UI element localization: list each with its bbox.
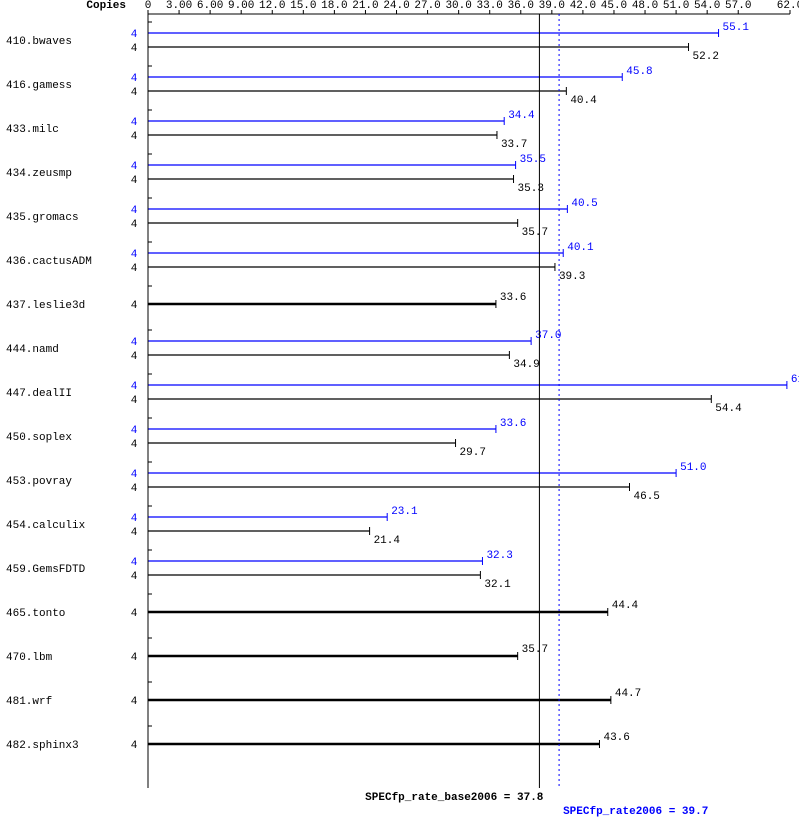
benchmark-name: 436.cactusADM <box>6 256 92 268</box>
peak-value-label: 35.5 <box>520 154 546 166</box>
copies-base: 4 <box>131 131 138 143</box>
x-tick-label: 12.0 <box>259 0 285 12</box>
ref-label-peak: SPECfp_rate2006 = 39.7 <box>563 806 708 818</box>
x-tick-label: 9.00 <box>228 0 254 12</box>
base-value-label: 44.7 <box>615 688 641 700</box>
peak-value-label: 23.1 <box>391 506 418 518</box>
x-tick-label: 48.0 <box>632 0 658 12</box>
benchmark-name: 465.tonto <box>6 608 65 620</box>
x-tick-label: 18.0 <box>321 0 347 12</box>
x-tick-label: 39.0 <box>539 0 565 12</box>
benchmark-name: 481.wrf <box>6 696 52 708</box>
x-tick-label: 62.0 <box>777 0 799 12</box>
copies-base: 4 <box>131 263 138 275</box>
base-value-label: 40.4 <box>570 95 597 107</box>
x-tick-label: 6.00 <box>197 0 223 12</box>
x-tick-label: 27.0 <box>414 0 440 12</box>
copies-peak: 4 <box>131 557 138 569</box>
benchmark-name: 433.milc <box>6 124 59 136</box>
x-tick-label: 54.0 <box>694 0 720 12</box>
base-value-label: 39.3 <box>559 271 585 283</box>
copies-peak: 4 <box>131 205 138 217</box>
copies-base: 4 <box>131 652 138 664</box>
peak-value-label: 55.1 <box>723 22 750 34</box>
copies-peak: 4 <box>131 73 138 85</box>
x-tick-label: 21.0 <box>352 0 378 12</box>
copies-peak: 4 <box>131 117 138 129</box>
copies-base: 4 <box>131 351 138 363</box>
peak-value-label: 61.7 <box>791 374 799 386</box>
copies-peak: 4 <box>131 337 138 349</box>
copies-header: Copies <box>86 0 126 12</box>
x-tick-label: 42.0 <box>570 0 596 12</box>
base-value-label: 29.7 <box>460 447 486 459</box>
benchmark-name: 437.leslie3d <box>6 300 85 312</box>
x-tick-label: 57.0 <box>725 0 751 12</box>
peak-value-label: 45.8 <box>626 66 652 78</box>
copies-base: 4 <box>131 483 138 495</box>
copies-base: 4 <box>131 43 138 55</box>
ref-label-base: SPECfp_rate_base2006 = 37.8 <box>365 792 544 804</box>
copies-base: 4 <box>131 439 138 451</box>
copies-peak: 4 <box>131 513 138 525</box>
base-value-label: 35.3 <box>518 183 544 195</box>
base-value-label: 35.7 <box>522 227 548 239</box>
benchmark-name: 450.soplex <box>6 432 72 444</box>
benchmark-name: 410.bwaves <box>6 36 72 48</box>
specfp-rate-chart: 0 3.00 6.00 9.00 12.0 15.0 18.0 21.0 24.0 27.0 30.… <box>0 0 799 831</box>
copies-base: 4 <box>131 300 138 312</box>
base-value-label: 46.5 <box>634 491 660 503</box>
copies-peak: 4 <box>131 161 138 173</box>
benchmark-name: 459.GemsFDTD <box>6 564 86 576</box>
benchmark-name: 470.lbm <box>6 652 53 664</box>
base-value-label: 34.9 <box>513 359 539 371</box>
peak-value-label: 33.6 <box>500 418 526 430</box>
x-tick-label: 36.0 <box>508 0 534 12</box>
copies-peak: 4 <box>131 249 138 261</box>
base-value-label: 21.4 <box>374 535 401 547</box>
copies-peak: 4 <box>131 425 138 437</box>
copies-base: 4 <box>131 571 138 583</box>
copies-peak: 4 <box>131 469 138 481</box>
copies-base: 4 <box>131 395 138 407</box>
peak-value-label: 32.3 <box>486 550 512 562</box>
copies-base: 4 <box>131 608 138 620</box>
benchmark-name: 453.povray <box>6 476 72 488</box>
peak-value-label: 51.0 <box>680 462 706 474</box>
base-value-label: 44.4 <box>612 600 639 612</box>
x-tick-label: 45.0 <box>601 0 627 12</box>
benchmark-name: 447.dealII <box>6 388 72 400</box>
benchmark-name: 482.sphinx3 <box>6 740 79 752</box>
x-tick-label: 15.0 <box>290 0 316 12</box>
base-value-label: 35.7 <box>522 644 548 656</box>
x-tick-label: 24.0 <box>383 0 409 12</box>
benchmark-name: 444.namd <box>6 344 59 356</box>
copies-base: 4 <box>131 740 138 752</box>
base-value-label: 33.7 <box>501 139 527 151</box>
copies-peak: 4 <box>131 381 138 393</box>
copies-base: 4 <box>131 175 138 187</box>
base-value-label: 32.1 <box>484 579 511 591</box>
benchmark-name: 454.calculix <box>6 520 86 532</box>
x-tick-label: 3.00 <box>166 0 192 12</box>
copies-base: 4 <box>131 696 138 708</box>
x-tick-label: 0 <box>145 0 152 12</box>
benchmark-name: 435.gromacs <box>6 212 79 224</box>
copies-peak: 4 <box>131 29 138 41</box>
peak-value-label: 40.1 <box>567 242 594 254</box>
base-value-label: 43.6 <box>603 732 629 744</box>
x-tick-label: 30.0 <box>445 0 471 12</box>
peak-value-label: 40.5 <box>571 198 597 210</box>
peak-value-label: 34.4 <box>508 110 535 122</box>
base-value-label: 33.6 <box>500 292 526 304</box>
benchmark-name: 416.gamess <box>6 80 72 92</box>
x-tick-label: 33.0 <box>477 0 503 12</box>
copies-base: 4 <box>131 527 138 539</box>
copies-base: 4 <box>131 219 138 231</box>
benchmark-name: 434.zeusmp <box>6 168 72 180</box>
copies-base: 4 <box>131 87 138 99</box>
base-value-label: 52.2 <box>693 51 719 63</box>
x-tick-label: 51.0 <box>663 0 689 12</box>
base-value-label: 54.4 <box>715 403 742 415</box>
